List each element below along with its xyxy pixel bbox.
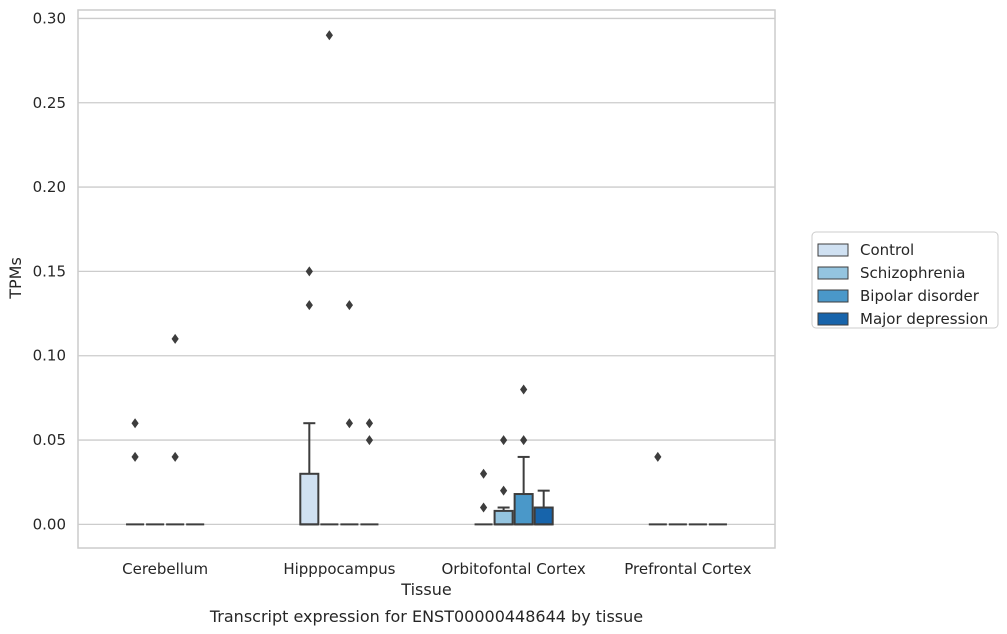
box: [299, 472, 320, 526]
outlier-point: [131, 451, 139, 462]
outlier-point: [365, 418, 374, 429]
box-group: [320, 30, 339, 526]
legend-swatch: [817, 289, 849, 303]
outlier-point: [479, 502, 488, 513]
box-group: [474, 468, 493, 526]
outlier-point: [305, 266, 313, 277]
y-tick-label: 0.25: [33, 94, 66, 112]
outlier-point: [654, 451, 662, 462]
y-tick-labels: 0.00 0.05 0.10 0.15 0.20 0.25 0.30: [33, 9, 66, 533]
outlier-point: [131, 418, 139, 429]
legend-label: Major depression: [860, 310, 988, 328]
legend-swatch: [817, 243, 849, 257]
box-groups: [126, 30, 727, 526]
outlier-point: [365, 435, 374, 446]
outlier-point: [171, 333, 179, 344]
box: [513, 493, 534, 526]
legend-label: Control: [860, 241, 914, 259]
chart-caption: Transcript expression for ENST0000044864…: [209, 607, 643, 626]
box-group: [533, 489, 554, 526]
x-tick-label: Prefrontal Cortex: [624, 560, 751, 578]
legend-label: Schizophrenia: [860, 264, 965, 282]
y-axis-title: TPMs: [6, 257, 25, 300]
box-group: [360, 418, 379, 526]
legend-swatch: [817, 312, 849, 326]
x-axis-title: Tissue: [400, 580, 451, 599]
outlier-point: [520, 384, 528, 395]
box-group: [513, 384, 534, 526]
box-group: [299, 266, 320, 526]
outlier-point: [305, 300, 313, 311]
y-tick-label: 0.30: [33, 9, 66, 27]
legend: Control Schizophrenia Bipolar disorder Majo…: [811, 231, 999, 329]
box: [533, 506, 554, 526]
legend-swatch: [817, 266, 849, 280]
outlier-point: [325, 30, 333, 41]
outlier-point: [500, 485, 508, 496]
box-group: [493, 435, 514, 526]
outlier-point: [500, 435, 508, 446]
legend-label: Bipolar disorder: [860, 287, 980, 305]
box: [493, 509, 514, 526]
plot-frame: [77, 9, 776, 549]
x-tick-label: Hipppocampus: [283, 560, 395, 578]
outlier-point: [345, 300, 353, 311]
box-group: [126, 418, 145, 526]
y-tick-label: 0.00: [33, 515, 66, 533]
y-tick-label: 0.15: [33, 262, 66, 280]
outlier-point: [345, 418, 353, 429]
y-tick-label: 0.05: [33, 431, 66, 449]
grid-lines: [78, 17, 775, 526]
legend-frame: [811, 231, 999, 329]
x-tick-labels: Cerebellum Hipppocampus Orbitofontal Corte…: [122, 560, 751, 578]
box-group: [166, 333, 185, 526]
outlier-point: [479, 468, 488, 479]
x-tick-label: Cerebellum: [122, 560, 208, 578]
outlier-point: [520, 435, 528, 446]
x-tick-label: Orbitofontal Cortex: [442, 560, 586, 578]
box-group: [340, 300, 359, 526]
outlier-point: [171, 451, 179, 462]
y-tick-label: 0.20: [33, 178, 66, 196]
y-tick-label: 0.10: [33, 347, 66, 365]
box-group: [648, 451, 667, 526]
